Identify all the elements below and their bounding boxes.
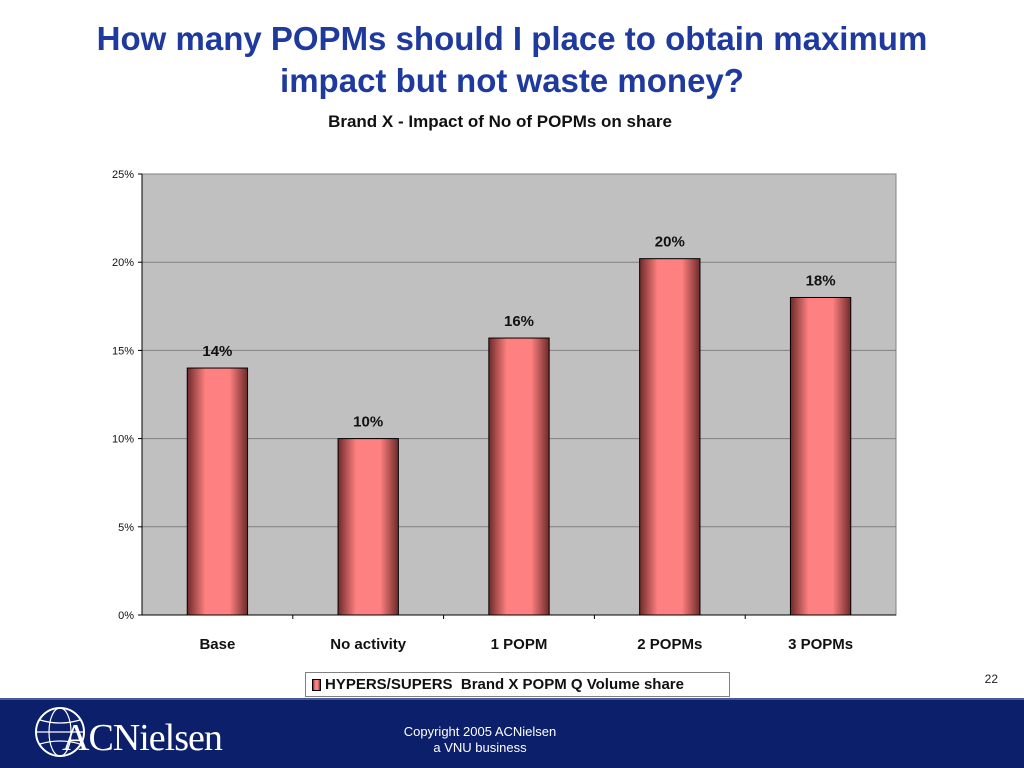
slide-title-line-2: impact but not waste money? xyxy=(280,62,744,99)
bar-5 xyxy=(789,296,852,616)
x-tick-label: No activity xyxy=(330,636,407,653)
bar-chart: 0% 5% 10% 15% 20% 25% 14% Base 10% No activity 16%… xyxy=(112,169,897,653)
legend-swatch xyxy=(312,678,321,691)
y-tick-label: 20% xyxy=(112,257,134,269)
y-tick-label: 10% xyxy=(112,434,134,446)
x-tick-label: 3 POPMs xyxy=(788,636,853,653)
bar-1 xyxy=(186,367,249,616)
bar-2 xyxy=(337,438,399,616)
data-label: 14% xyxy=(202,343,232,360)
slide-title: How many POPMs should I place to obtain … xyxy=(40,18,984,102)
chart-legend: HYPERS/SUPERS Brand X POPM Q Volume shar… xyxy=(305,672,730,697)
footer-bar: ACNielsen Copyright 2005 ACNielsen a VNU… xyxy=(0,698,1024,768)
footer-divider xyxy=(0,698,1024,700)
bar-4 xyxy=(639,258,701,616)
data-label: 10% xyxy=(353,414,383,431)
globe-icon xyxy=(35,707,85,757)
legend-label: HYPERS/SUPERS Brand X POPM Q Volume shar… xyxy=(325,676,684,693)
copyright-line-2: a VNU business xyxy=(433,740,527,755)
slide-title-line-1: How many POPMs should I place to obtain … xyxy=(96,20,928,57)
data-label: 18% xyxy=(806,272,836,289)
x-tick-label: Base xyxy=(199,636,235,653)
page-number: 22 xyxy=(984,672,998,686)
y-tick-label: 25% xyxy=(112,169,134,181)
chart-title: Brand X - Impact of No of POPMs on share xyxy=(328,112,672,131)
y-tick-label: 0% xyxy=(118,610,134,622)
copyright-line-1: Copyright 2005 ACNielsen xyxy=(403,724,557,739)
copyright-text: Copyright 2005 ACNielsen a VNU business xyxy=(370,724,590,756)
x-tick-label: 2 POPMs xyxy=(637,636,702,653)
acnielsen-logo: ACNielsen xyxy=(32,706,252,760)
x-tick-label: 1 POPM xyxy=(491,636,548,653)
data-label: 20% xyxy=(655,234,685,251)
y-tick-label: 5% xyxy=(118,522,134,534)
y-tick-label: 15% xyxy=(112,345,134,357)
bar-3 xyxy=(488,337,550,616)
logo-wordmark: ACNielsen xyxy=(62,717,223,759)
data-label: 16% xyxy=(504,313,534,330)
